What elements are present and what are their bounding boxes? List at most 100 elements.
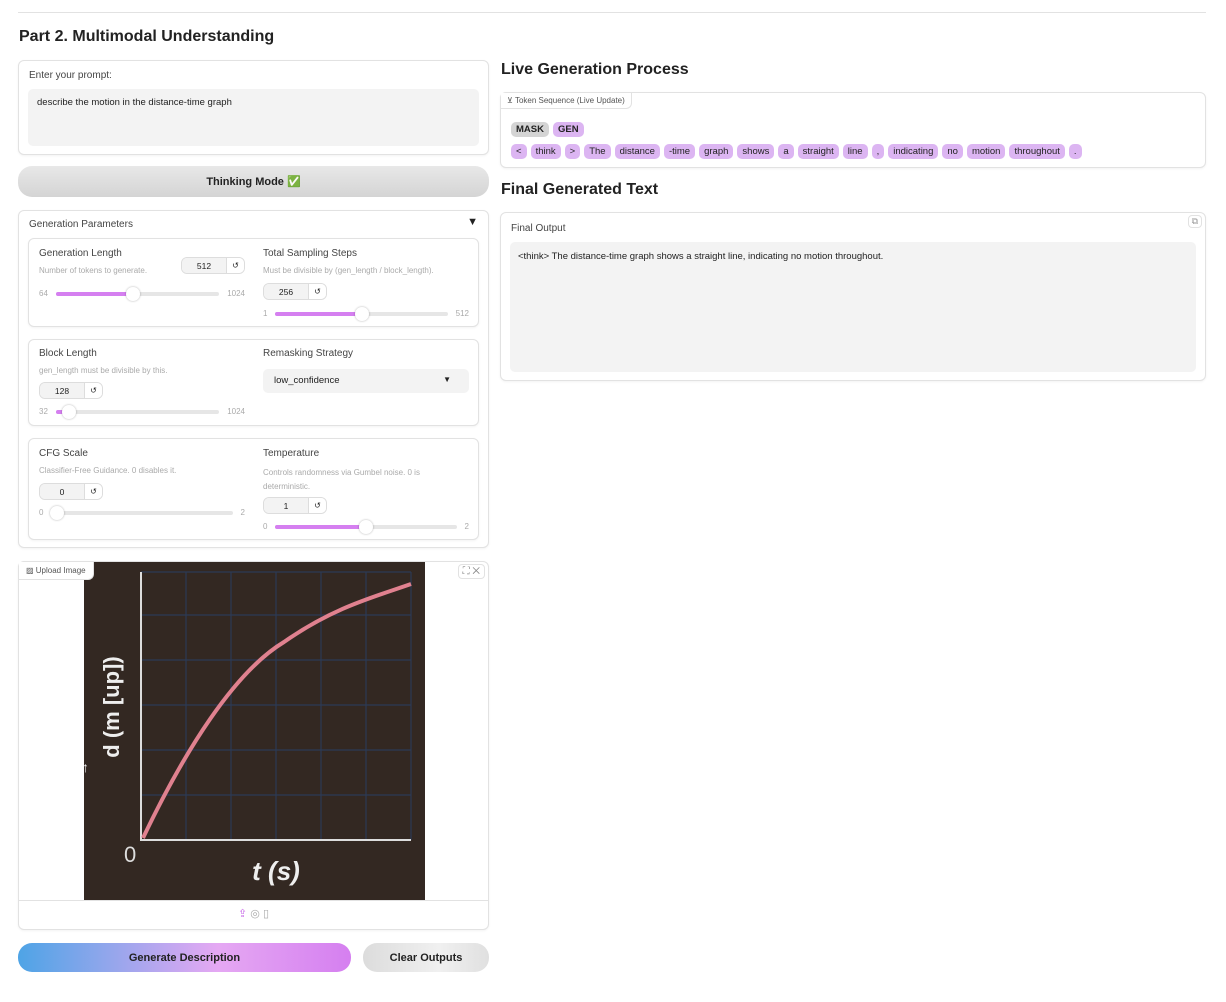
clipboard-icon[interactable]: ▯ [262,908,269,920]
token: graph [699,144,734,159]
generation-parameters-panel: Generation Parameters ▼ Generation Lengt… [18,210,489,548]
block-length-label: Block Length [39,348,97,359]
generate-description-button[interactable]: Generate Description [18,943,351,972]
token: < [511,144,527,159]
length-steps-group: Generation Length Number of tokens to ge… [28,238,479,327]
token: . [1068,144,1082,159]
remask-value: low_confidence [274,375,340,386]
steps-info: Must be divisible by (gen_length / block… [263,266,434,275]
slider-thumb[interactable] [359,519,373,534]
final-output-panel: Final Output ⧉ <think> The distance-time… [500,212,1206,381]
final-output-label: Final Output [511,223,566,234]
token: motion [966,144,1006,159]
slider-min: 0 [39,508,44,517]
temperature-label: Temperature [263,448,320,459]
close-icon[interactable]: ✕ [472,566,480,577]
upload-image-label: Upload Image [35,566,86,575]
token: throughout [1009,144,1065,159]
collapse-toggle-icon[interactable]: ▼ [467,216,478,228]
image-arrow: ↑ [84,759,89,775]
reset-icon[interactable]: ↺ [226,258,244,273]
reset-icon[interactable]: ↺ [308,284,326,299]
temperature-info: Controls randomness via Gumbel noise. 0 … [263,468,420,491]
prompt-panel: Enter your prompt: describe the motion i… [18,60,489,155]
token-list: < think > The distance -time graph shows a straig… [511,141,1086,159]
gen-length-slider[interactable]: 64 1024 [39,286,245,301]
token: The [584,144,611,159]
thinking-mode-button[interactable]: Thinking Mode ✅ [18,166,489,197]
section-title: Part 2. Multimodal Understanding [19,28,275,45]
token-sequence-label: Token Sequence (Live Update) [514,96,625,105]
image-origin-label: 0 [124,842,136,867]
cfg-label: CFG Scale [39,448,88,459]
legend-mask: MASK [511,122,549,137]
final-output-text: <think> The distance-time graph shows a … [510,242,1196,372]
image-icon: ▨ [26,566,36,575]
token: a [778,144,794,159]
token: distance [614,144,660,159]
gen-length-label: Generation Length [39,248,122,259]
slider-max: 2 [240,508,245,517]
temperature-value[interactable]: 1 [264,498,308,513]
params-title: Generation Parameters [29,219,133,230]
legend-gen: GEN [552,122,584,137]
remask-dropdown[interactable]: low_confidence ▼ [263,369,469,393]
slider-thumb[interactable] [354,306,369,321]
clear-outputs-button[interactable]: Clear Outputs [363,943,489,972]
cfg-input[interactable]: 0 ↺ [39,483,103,500]
live-generation-title: Live Generation Process [501,61,689,78]
remask-label: Remasking Strategy [263,348,354,359]
reset-icon[interactable]: ↺ [84,484,102,499]
gen-length-value[interactable]: 512 [182,258,226,273]
cfg-temp-group: CFG Scale Classifier-Free Guidance. 0 di… [28,438,479,540]
slider-max: 1024 [227,407,245,416]
token: line [842,144,868,159]
gen-length-input[interactable]: 512 ↺ [181,257,245,274]
token: straight [797,144,839,159]
block-length-slider[interactable]: 32 1024 [39,404,245,419]
fullscreen-icon[interactable]: ⛶ [462,566,470,577]
reset-icon[interactable]: ↺ [308,498,326,513]
upload-icon[interactable]: ⇪ [237,908,248,920]
steps-slider[interactable]: 1 512 [263,306,469,321]
divider [18,12,1206,13]
steps-value[interactable]: 256 [264,284,308,299]
chevron-down-icon: ▼ [443,375,451,384]
token: indicating [888,144,939,159]
slider-min: 64 [39,289,48,298]
gen-length-info: Number of tokens to generate. [39,266,148,275]
token-legend: MASK GEN [511,119,588,137]
copy-icon[interactable]: ⧉ [1187,215,1202,228]
token: no [942,144,963,159]
token: > [564,144,581,159]
block-length-input[interactable]: 128 ↺ [39,382,103,399]
cfg-info: Classifier-Free Guidance. 0 disables it. [39,466,177,475]
token: shows [737,144,775,159]
token-sequence-panel: ⊻ Token Sequence (Live Update) MASK GEN <… [500,92,1206,168]
slider-max: 2 [464,522,469,531]
cfg-value[interactable]: 0 [40,484,84,499]
uploaded-image: 0 t (s) d (m [up]) ↑ [84,562,425,900]
block-length-info: gen_length must be divisible by this. [39,366,168,375]
slider-thumb[interactable] [125,286,140,301]
block-remask-group: Block Length gen_length must be divisibl… [28,339,479,426]
image-xlabel: t (s) [252,856,300,886]
slider-min: 1 [263,309,268,318]
token: think [530,144,561,159]
image-ylabel: d (m [up]) [99,656,124,757]
prompt-input[interactable]: describe the motion in the distance-time… [28,89,479,146]
prompt-label: Enter your prompt: [29,70,112,81]
slider-thumb[interactable] [61,404,76,419]
steps-input[interactable]: 256 ↺ [263,283,327,300]
token: , [871,144,885,159]
temperature-input[interactable]: 1 ↺ [263,497,327,514]
chart-icon: ⊻ [507,96,515,105]
webcam-icon[interactable]: ◎ [250,908,260,920]
slider-thumb[interactable] [49,505,64,520]
token: -time [663,144,696,159]
slider-min: 0 [263,522,268,531]
reset-icon[interactable]: ↺ [84,383,102,398]
block-length-value[interactable]: 128 [40,383,84,398]
